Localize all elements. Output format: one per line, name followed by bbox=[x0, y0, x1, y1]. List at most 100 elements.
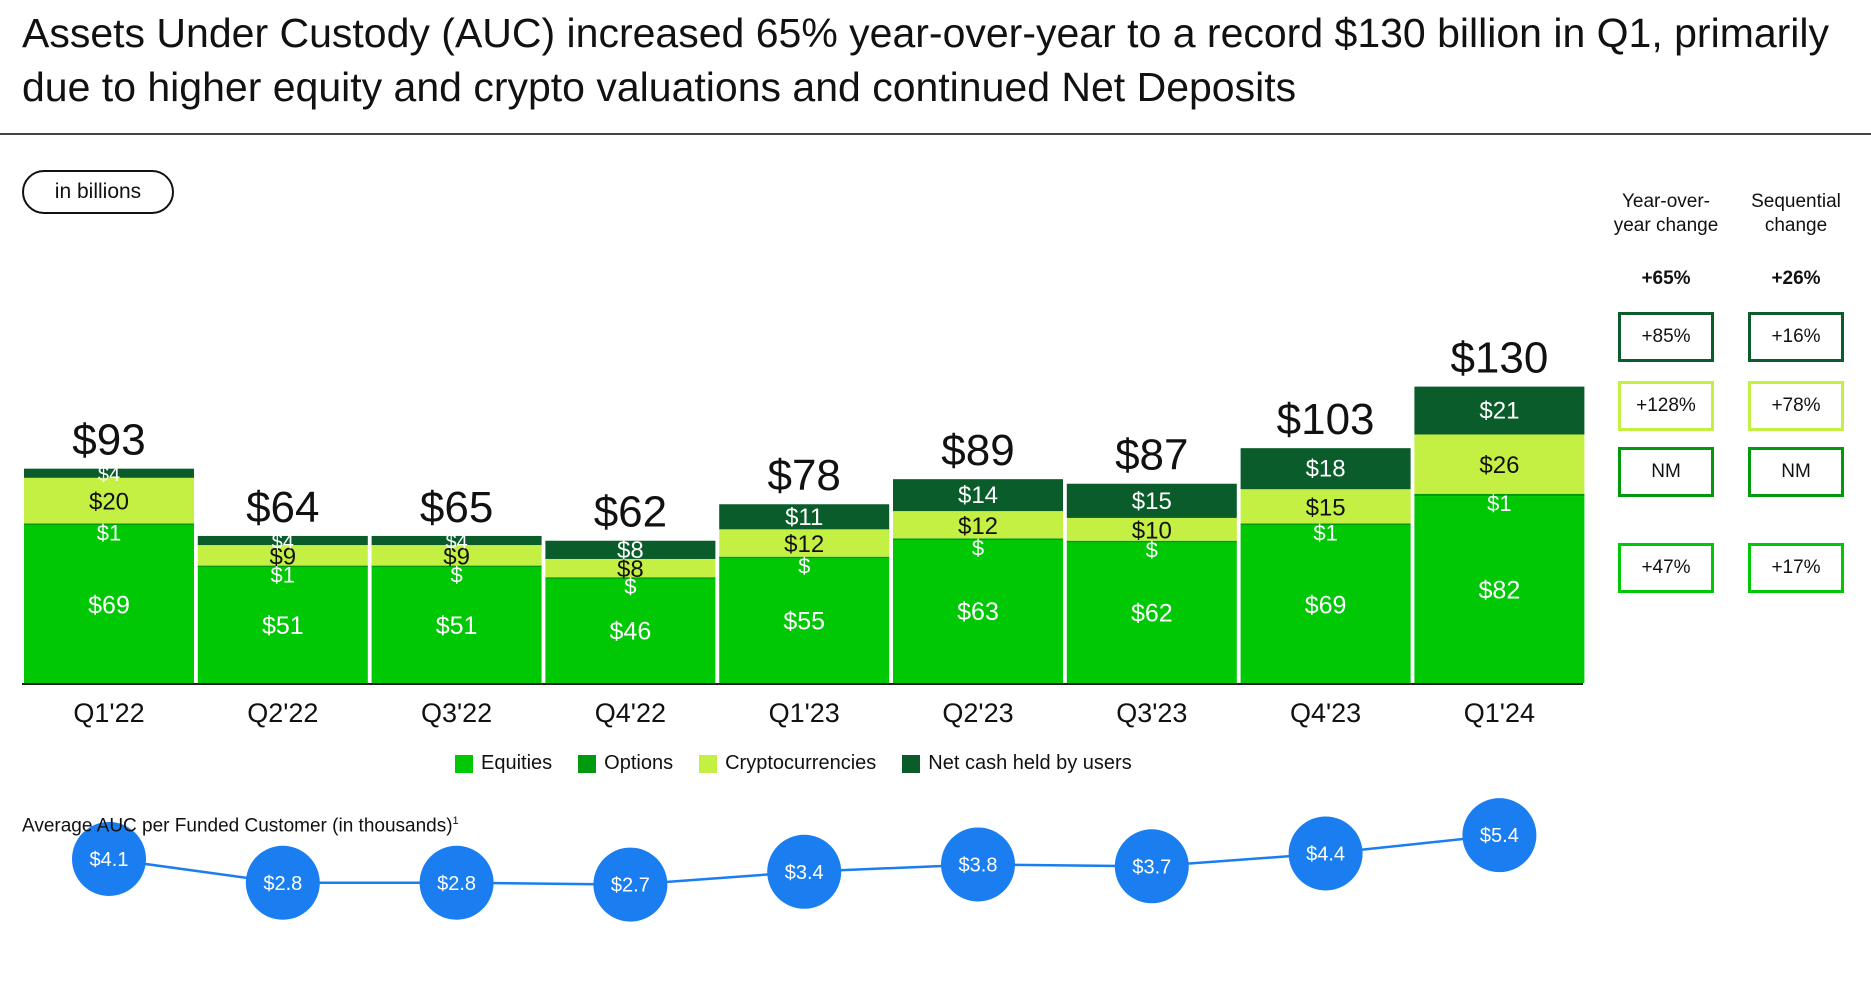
data-label-crypto-1: $9 bbox=[269, 543, 296, 570]
bar-total-7: $103 bbox=[1277, 395, 1375, 444]
avg-auc-label-6: $3.7 bbox=[1132, 856, 1171, 878]
data-label-options-6: $ bbox=[1146, 538, 1158, 563]
avg-auc-point-1 bbox=[245, 845, 320, 920]
x-tick-label-3: Q4'22 bbox=[595, 698, 666, 728]
yoy-change-crypto: +128% bbox=[1618, 381, 1714, 431]
data-label-cash-8: $21 bbox=[1479, 398, 1519, 425]
yoy-change-equities: +47% bbox=[1618, 543, 1714, 593]
bar-segment-options-6 bbox=[1066, 540, 1237, 543]
legend-item-equities: Equities bbox=[455, 752, 552, 775]
avg-auc-title: Average AUC per Funded Customer (in thou… bbox=[22, 815, 459, 837]
footnote-marker: 1 bbox=[452, 815, 459, 827]
data-label-crypto-3: $8 bbox=[617, 556, 644, 583]
data-label-crypto-5: $12 bbox=[958, 513, 998, 540]
bar-total-3: $62 bbox=[594, 488, 667, 537]
data-label-cash-1: $4 bbox=[272, 532, 294, 554]
bar-segment-options-8 bbox=[1414, 493, 1585, 497]
legend-label-crypto: Cryptocurrencies bbox=[725, 752, 877, 774]
yoy-total: +65% bbox=[1641, 268, 1691, 289]
data-label-cash-7: $18 bbox=[1306, 456, 1346, 483]
bar-segment-cash-0 bbox=[24, 468, 194, 478]
yoy-header: Year-over- year change bbox=[1606, 190, 1726, 238]
bar-segment-cash-5 bbox=[893, 479, 1063, 512]
yoy-change-cash: +85% bbox=[1618, 312, 1714, 362]
x-tick-label-5: Q2'23 bbox=[942, 698, 1013, 728]
bar-segment-options-3 bbox=[545, 577, 716, 579]
data-label-equities-6: $62 bbox=[1131, 599, 1173, 627]
avg-auc-title-text: Average AUC per Funded Customer (in thou… bbox=[22, 815, 453, 837]
bar-segment-cash-2 bbox=[371, 535, 542, 546]
data-label-options-8: $1 bbox=[1487, 491, 1511, 516]
avg-auc-point-4 bbox=[767, 834, 842, 909]
headline: Assets Under Custody (AUC) increased 65%… bbox=[22, 10, 1830, 110]
x-tick-label-8: Q1'24 bbox=[1464, 698, 1535, 728]
bar-segment-equities-6 bbox=[1066, 541, 1237, 683]
data-label-options-7: $1 bbox=[1313, 520, 1337, 545]
seq-header-line-1: Sequential bbox=[1751, 191, 1841, 212]
data-label-options-5: $ bbox=[972, 535, 984, 560]
data-label-options-4: $ bbox=[798, 554, 810, 579]
bar-segment-options-0 bbox=[24, 523, 194, 526]
bar-segment-equities-2 bbox=[371, 566, 542, 683]
bar-segment-cash-8 bbox=[1414, 386, 1585, 435]
yoy-header-line-2: year change bbox=[1613, 215, 1719, 236]
bar-segment-options-1 bbox=[197, 565, 368, 568]
bar-total-0: $93 bbox=[72, 416, 145, 465]
legend-swatch-crypto bbox=[699, 754, 718, 773]
bar-segment-equities-1 bbox=[197, 566, 368, 683]
data-label-crypto-0: $20 bbox=[89, 489, 129, 516]
bar-segment-options-2 bbox=[371, 565, 542, 568]
avg-auc-point-5 bbox=[941, 827, 1015, 902]
data-label-cash-4: $11 bbox=[785, 504, 823, 531]
avg-auc-label-5: $3.8 bbox=[959, 854, 998, 876]
bar-segment-options-7 bbox=[1240, 523, 1411, 526]
yoy-header-line-1: Year-over- bbox=[1621, 191, 1710, 212]
x-tick-label-2: Q3'22 bbox=[421, 698, 492, 728]
bar-segment-crypto-6 bbox=[1066, 517, 1237, 541]
bar-segment-crypto-3 bbox=[545, 558, 716, 578]
bar-total-6: $87 bbox=[1115, 431, 1188, 480]
legend-swatch-equities bbox=[455, 754, 473, 773]
bar-segment-cash-1 bbox=[197, 535, 368, 546]
yoy-change-options: NM bbox=[1618, 447, 1714, 497]
data-label-crypto-7: $15 bbox=[1306, 494, 1346, 521]
x-tick-label-4: Q1'23 bbox=[769, 698, 840, 728]
bar-segment-options-5 bbox=[893, 538, 1063, 540]
bar-segment-equities-3 bbox=[545, 578, 716, 683]
bar-total-5: $89 bbox=[941, 426, 1014, 475]
bar-segment-crypto-1 bbox=[197, 545, 368, 566]
bar-segment-crypto-8 bbox=[1414, 434, 1585, 494]
data-label-cash-3: $8 bbox=[617, 537, 644, 564]
avg-auc-point-3 bbox=[593, 847, 668, 922]
bar-total-1: $64 bbox=[246, 483, 319, 532]
legend-label-cash: Net cash held by users bbox=[928, 752, 1132, 774]
avg-auc-point-0 bbox=[72, 821, 146, 896]
bar-segment-equities-8 bbox=[1414, 496, 1585, 683]
data-label-equities-4: $55 bbox=[783, 607, 825, 635]
data-label-equities-2: $51 bbox=[436, 612, 478, 640]
data-label-crypto-2: $9 bbox=[443, 543, 470, 570]
data-label-cash-5: $14 bbox=[958, 482, 998, 509]
data-label-equities-7: $69 bbox=[1305, 591, 1347, 619]
data-label-options-2: $ bbox=[450, 563, 462, 588]
seq-header: Sequential change bbox=[1736, 190, 1856, 238]
data-label-equities-8: $82 bbox=[1479, 577, 1521, 605]
seq-change-equities: +17% bbox=[1748, 543, 1844, 593]
data-label-cash-6: $15 bbox=[1132, 488, 1172, 515]
legend: Equities Options Cryptocurrencies Net cash … bbox=[455, 752, 1132, 775]
legend-swatch-options bbox=[578, 754, 597, 773]
bar-segment-crypto-5 bbox=[893, 511, 1063, 539]
bar-total-4: $78 bbox=[767, 451, 840, 500]
bar-segment-equities-5 bbox=[893, 539, 1063, 683]
avg-auc-label-1: $2.8 bbox=[263, 873, 302, 895]
bar-segment-options-4 bbox=[719, 556, 890, 559]
bar-total-8: $130 bbox=[1450, 334, 1548, 383]
bar-segment-equities-4 bbox=[719, 557, 890, 683]
data-label-options-3: $ bbox=[624, 574, 636, 599]
data-label-equities-0: $69 bbox=[88, 591, 130, 619]
data-label-equities-5: $63 bbox=[957, 598, 999, 626]
x-tick-label-6: Q3'23 bbox=[1116, 698, 1187, 728]
legend-item-options: Options bbox=[578, 752, 673, 775]
seq-change-crypto: +78% bbox=[1748, 381, 1844, 431]
legend-item-cash: Net cash held by users bbox=[902, 752, 1132, 775]
